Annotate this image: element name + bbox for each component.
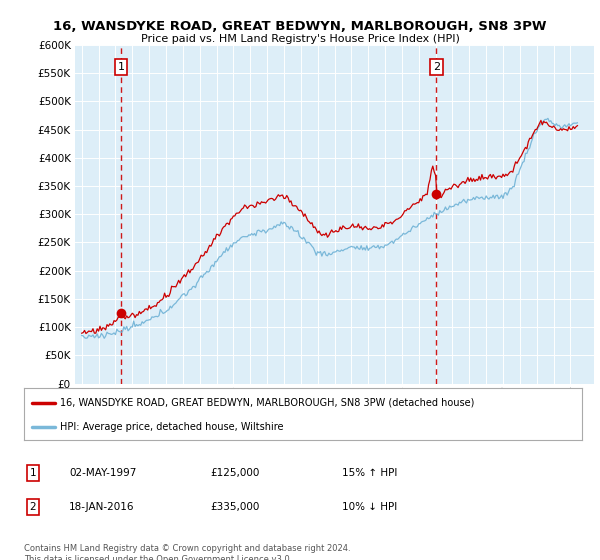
Text: 1: 1	[118, 62, 125, 72]
Text: Price paid vs. HM Land Registry's House Price Index (HPI): Price paid vs. HM Land Registry's House …	[140, 34, 460, 44]
Text: £335,000: £335,000	[210, 502, 259, 512]
Text: 1: 1	[29, 468, 37, 478]
Text: 02-MAY-1997: 02-MAY-1997	[69, 468, 136, 478]
Text: 16, WANSDYKE ROAD, GREAT BEDWYN, MARLBOROUGH, SN8 3PW (detached house): 16, WANSDYKE ROAD, GREAT BEDWYN, MARLBOR…	[60, 398, 475, 408]
Text: 16, WANSDYKE ROAD, GREAT BEDWYN, MARLBOROUGH, SN8 3PW: 16, WANSDYKE ROAD, GREAT BEDWYN, MARLBOR…	[53, 20, 547, 32]
Text: 2: 2	[433, 62, 440, 72]
Text: 2: 2	[29, 502, 37, 512]
Text: 15% ↑ HPI: 15% ↑ HPI	[342, 468, 397, 478]
Text: Contains HM Land Registry data © Crown copyright and database right 2024.
This d: Contains HM Land Registry data © Crown c…	[24, 544, 350, 560]
Text: 18-JAN-2016: 18-JAN-2016	[69, 502, 134, 512]
Text: HPI: Average price, detached house, Wiltshire: HPI: Average price, detached house, Wilt…	[60, 422, 284, 432]
Text: £125,000: £125,000	[210, 468, 259, 478]
Text: 10% ↓ HPI: 10% ↓ HPI	[342, 502, 397, 512]
